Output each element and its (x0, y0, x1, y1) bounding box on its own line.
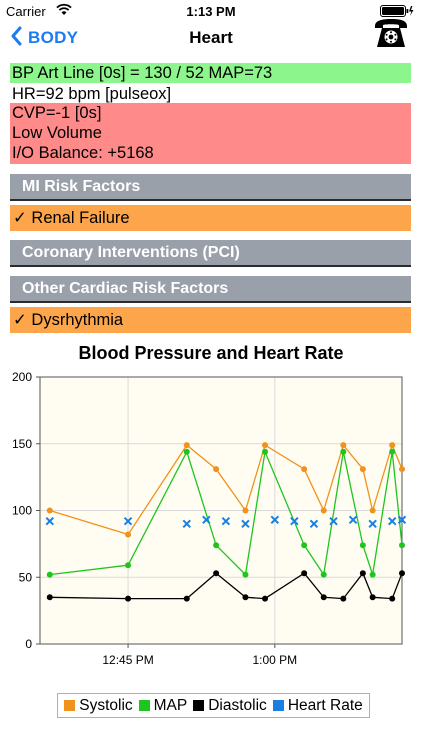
section-coronary-interventions[interactable]: Coronary Interventions (PCI) (10, 240, 411, 267)
heart-rate-point (348, 515, 358, 525)
x-tick-label: 1:00 PM (252, 653, 297, 667)
diastolic-point (183, 595, 190, 602)
systolic-point (125, 531, 132, 538)
heart-rate-point (309, 519, 319, 529)
back-button-label: BODY (28, 28, 79, 47)
diastolic-point (262, 595, 269, 602)
systolic-point (301, 466, 308, 473)
battery-icon (380, 5, 414, 20)
diastolic-point (301, 570, 308, 577)
map-point (320, 571, 327, 578)
legend-swatch-systolic (64, 700, 76, 711)
map-point (213, 542, 220, 549)
map-point (359, 542, 366, 549)
map-point (125, 562, 132, 569)
y-tick-label: 100 (12, 504, 32, 518)
heart-rate-point (270, 515, 280, 525)
section-other-cardiac-risk-factors[interactable]: Other Cardiac Risk Factors (10, 276, 411, 303)
heart-rate-vital: HR=92 bpm [pulseox] (12, 85, 172, 103)
legend-label-map: MAP (153, 696, 188, 714)
heart-rate-point (241, 519, 250, 529)
systolic-point (242, 507, 249, 514)
map-point (399, 542, 405, 549)
status-bar: Carrier 1:13 PM (0, 0, 422, 22)
diastolic-point (320, 594, 327, 601)
legend-item-heart-rate: Heart Rate (272, 696, 363, 715)
y-tick-label: 200 (12, 370, 32, 384)
systolic-point (183, 442, 190, 449)
bp-hr-chart: 0 50 100 150 200 12:45 PM 1:00 PM (12, 370, 407, 667)
heart-rate-point (290, 516, 299, 526)
systolic-point (262, 442, 269, 449)
map-point (242, 571, 249, 578)
systolic-point (369, 507, 376, 514)
diastolic-point (242, 594, 249, 601)
diastolic-point (359, 570, 366, 577)
back-button[interactable]: BODY (10, 24, 78, 52)
legend-swatch-diastolic (193, 700, 205, 711)
y-tick-label: 150 (12, 437, 32, 451)
heart-rate-point (397, 515, 407, 525)
systolic-point (389, 442, 396, 449)
heart-rate-point (329, 516, 338, 526)
heart-rate-point (45, 516, 54, 526)
diastolic-point (340, 595, 347, 602)
systolic-point (340, 442, 347, 449)
systolic-point (320, 507, 327, 514)
systolic-point (46, 507, 53, 514)
chevron-left-icon (10, 26, 22, 51)
bp-art-line-vital: BP Art Line [0s] = 130 / 52 MAP=73 (10, 63, 411, 83)
legend-item-diastolic: Diastolic (193, 697, 267, 715)
navigation-bar: BODY Heart (0, 19, 422, 58)
y-tick-label: 50 (19, 570, 33, 584)
cvp-vital: CVP=-1 [0s] (10, 103, 411, 123)
heart-rate-point (123, 516, 133, 526)
legend-item-systolic: Systolic (64, 696, 133, 715)
systolic-point (359, 466, 366, 473)
map-point (46, 571, 53, 578)
legend-swatch-map (138, 700, 150, 711)
heart-rate-point (388, 516, 397, 526)
y-tick-label: 0 (25, 637, 32, 651)
risk-item-renal-failure[interactable]: ✓ Renal Failure (10, 205, 411, 231)
diastolic-point (213, 570, 220, 577)
systolic-point (213, 466, 220, 473)
heart-rate-point (182, 519, 191, 529)
wifi-icon (56, 3, 72, 19)
risk-item-dysrhythmia[interactable]: ✓ Dysrhythmia (10, 307, 411, 333)
diastolic-point (369, 594, 376, 601)
map-point (340, 448, 347, 455)
status-time: 1:13 PM (186, 4, 236, 19)
diastolic-point (399, 570, 405, 577)
diastolic-point (125, 595, 132, 602)
heart-rate-point (221, 516, 231, 526)
legend-item-map: MAP (138, 696, 188, 715)
legend-label-heart-rate: Heart Rate (287, 696, 363, 714)
heart-rate-point (202, 515, 211, 525)
plot-border (39, 376, 403, 645)
map-point (262, 448, 269, 455)
map-point (183, 448, 190, 455)
telephone-icon (372, 19, 410, 54)
legend-label-systolic: Systolic (79, 696, 133, 714)
legend-swatch-heart-rate (272, 700, 284, 711)
chart-title: Blood Pressure and Heart Rate (78, 343, 344, 363)
volume-status-vital: Low Volume (10, 123, 411, 143)
map-point (389, 448, 396, 455)
page-title: Heart (189, 28, 233, 47)
map-point (301, 542, 308, 549)
heart-rate-point (368, 519, 377, 529)
x-tick-label: 12:45 PM (102, 653, 153, 667)
diastolic-point (46, 594, 53, 601)
systolic-point (399, 466, 405, 473)
section-mi-risk-factors[interactable]: MI Risk Factors (10, 174, 411, 201)
carrier-label: Carrier (6, 4, 46, 19)
map-point (369, 571, 376, 578)
legend-label-diastolic: Diastolic (208, 696, 267, 714)
call-button[interactable] (372, 16, 410, 55)
diastolic-point (389, 595, 396, 602)
chart-legend: Systolic MAP Diastolic Heart Rate (57, 693, 370, 718)
io-balance-vital: I/O Balance: +5168 (10, 143, 411, 164)
